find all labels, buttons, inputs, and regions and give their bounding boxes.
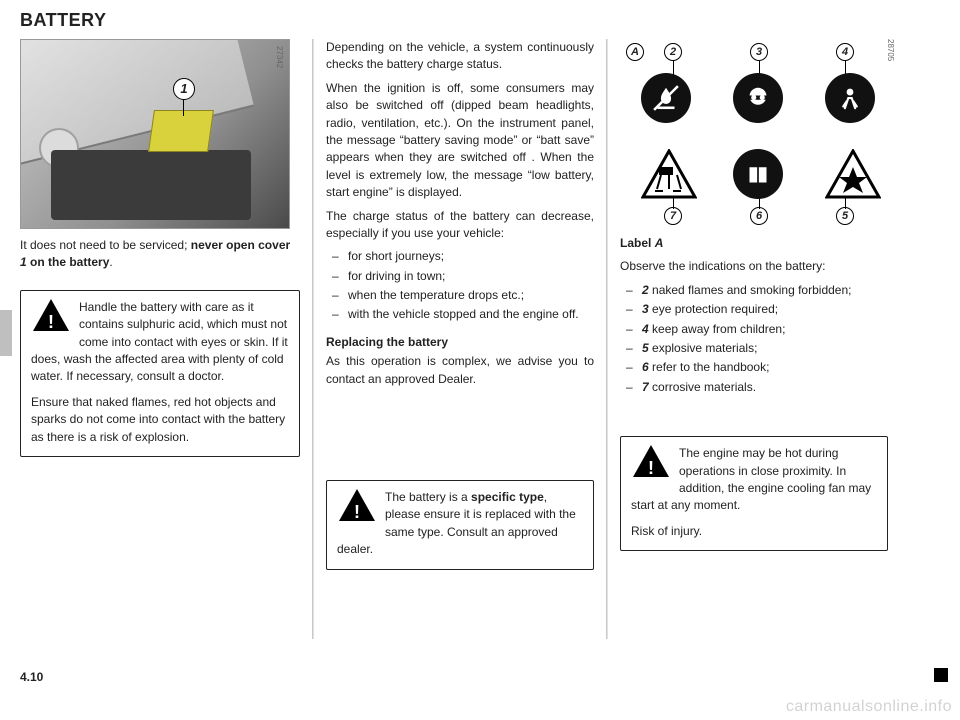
side-tab	[0, 310, 12, 356]
watermark: carmanualsonline.info	[786, 698, 952, 716]
body-text: Depending on the vehicle, a system conti…	[326, 39, 594, 388]
callout-1: 1	[173, 78, 195, 100]
warning-icon	[31, 299, 71, 335]
column-1: 1 27342 It does not need to be serviced;…	[20, 39, 312, 639]
list-item: 3 eye protection required;	[632, 301, 888, 318]
figure-caption: It does not need to be serviced; never o…	[20, 237, 300, 272]
callout-5: 5	[836, 207, 854, 225]
safety-icons-figure: 28705 A 2 3 4 7 6 5	[620, 39, 896, 229]
eye-protection-icon	[733, 73, 783, 123]
callout-6: 6	[750, 207, 768, 225]
warning-text: Ensure that naked flames, red hot object…	[31, 394, 289, 446]
no-flame-icon	[641, 73, 691, 123]
list-item: 6 refer to the handbook;	[632, 359, 888, 376]
content-columns: 1 27342 It does not need to be serviced;…	[20, 39, 940, 639]
engine-bay-figure: 1 27342	[20, 39, 290, 229]
label-A-text: Label A Observe the indications on the b…	[620, 235, 888, 396]
warning-icon	[631, 445, 671, 481]
callout-3: 3	[750, 43, 768, 61]
warning-text: Risk of injury.	[631, 523, 877, 540]
figure-code-2: 28705	[884, 39, 896, 61]
column-2: Depending on the vehicle, a system conti…	[314, 39, 606, 639]
page-corner-mark	[934, 668, 948, 682]
warning-box-hot-engine: The engine may be hot during operations …	[620, 436, 888, 551]
subheading-replacing: Replacing the battery	[326, 334, 594, 351]
list-item: 7 corrosive materials.	[632, 379, 888, 396]
list-item: 2 naked flames and smoking forbidden;	[632, 282, 888, 299]
callout-2: 2	[664, 43, 682, 61]
keep-away-children-icon	[825, 73, 875, 123]
callout-A: A	[626, 43, 644, 61]
battery-highlight	[148, 110, 214, 152]
page-title: BATTERY	[20, 10, 940, 31]
explosive-icon	[825, 149, 875, 199]
read-handbook-icon	[733, 149, 783, 199]
figure-code-1: 27342	[273, 46, 285, 68]
callout-4: 4	[836, 43, 854, 61]
warning-box-specific-type: The battery is a specific type, please e…	[326, 480, 594, 570]
list-item: for short journeys;	[338, 248, 594, 265]
list-item: for driving in town;	[338, 268, 594, 285]
warning-box-acid: Handle the battery with care as it conta…	[20, 290, 300, 457]
page-number: 4.10	[20, 670, 43, 684]
column-3: 28705 A 2 3 4 7 6 5	[608, 39, 900, 639]
list-item: with the vehicle stopped and the engine …	[338, 306, 594, 323]
list-item: 5 explosive materials;	[632, 340, 888, 357]
warning-icon	[337, 489, 377, 525]
corrosive-icon	[641, 149, 691, 199]
list-item: when the temperature drops etc.;	[338, 287, 594, 304]
bullet-list: for short journeys; for driving in town;…	[326, 248, 594, 324]
callout-7: 7	[664, 207, 682, 225]
label-items: 2 naked flames and smoking forbidden; 3 …	[620, 282, 888, 396]
list-item: 4 keep away from children;	[632, 321, 888, 338]
